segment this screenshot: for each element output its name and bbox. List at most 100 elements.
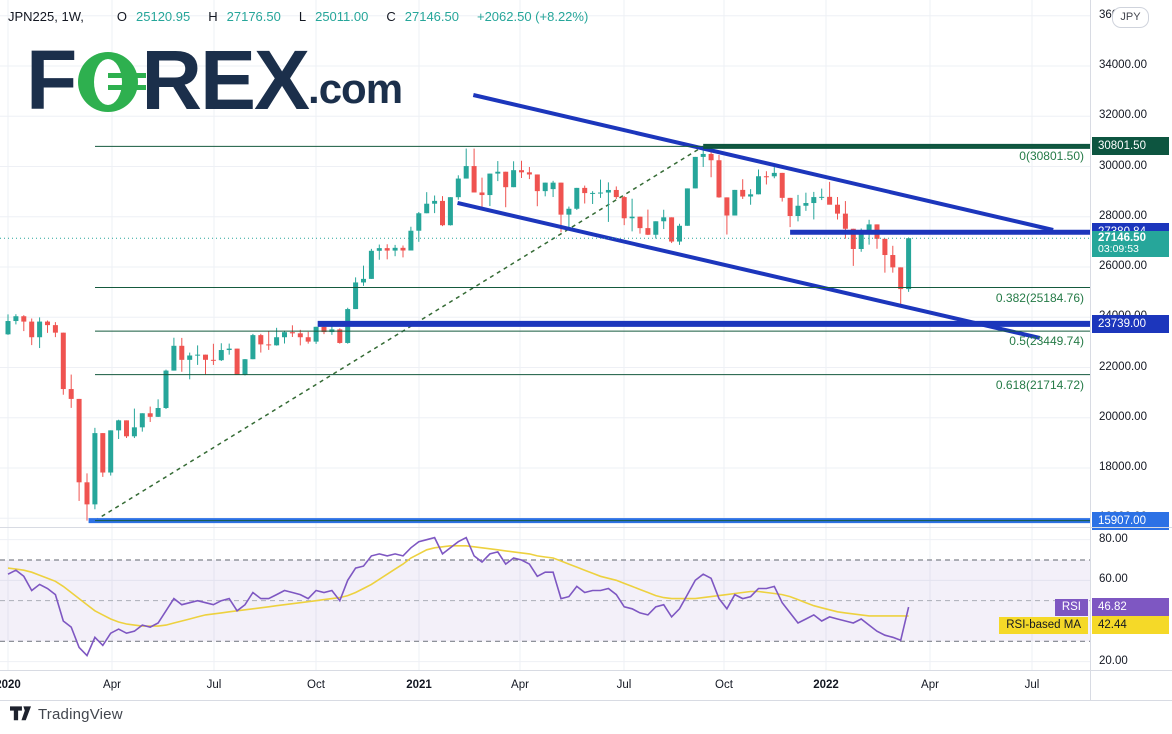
- candle: [534, 174, 540, 207]
- price-axis[interactable]: 36000.0034000.0032000.0030000.0028000.00…: [1090, 0, 1172, 700]
- tradingview-attribution[interactable]: TradingView: [10, 706, 123, 723]
- candle: [305, 331, 311, 344]
- channel-trendline-lower[interactable]: [457, 201, 1041, 340]
- candle: [495, 161, 501, 182]
- candle: [819, 188, 825, 201]
- candle: [463, 148, 469, 179]
- candle: [432, 195, 438, 214]
- candle: [882, 238, 888, 273]
- legend: JPN225, 1W, O 25120.95 H 27176.50 L 25011.00 C 2…: [8, 9, 597, 24]
- candle: [519, 160, 524, 179]
- symbol-title: JPN225, 1W,: [8, 9, 84, 24]
- candle: [542, 182, 548, 197]
- candle: [890, 245, 896, 273]
- price-tick-label: 30000.00: [1099, 159, 1147, 172]
- candle: [218, 343, 224, 362]
- price-tick-label: 26000.00: [1099, 260, 1147, 272]
- currency-badge[interactable]: JPY: [1112, 7, 1149, 28]
- candle: [147, 406, 153, 422]
- fib-label-0: 0(30801.50): [1019, 149, 1084, 163]
- candle: [906, 237, 912, 292]
- candle: [511, 161, 517, 188]
- dashed-uptrend-line[interactable]: [94, 145, 704, 522]
- rsi-pane[interactable]: [0, 527, 1090, 670]
- candle: [234, 348, 240, 375]
- candle: [447, 197, 453, 226]
- last-price-label: 27146.50 03:09:53: [1092, 231, 1169, 257]
- candle: [179, 337, 185, 372]
- candle: [716, 155, 722, 198]
- candle: [139, 413, 145, 432]
- candle: [487, 173, 493, 207]
- candle: [353, 277, 359, 310]
- candle: [566, 206, 572, 230]
- candle: [621, 196, 627, 226]
- candle: [408, 226, 414, 251]
- candle: [748, 189, 754, 205]
- price-tick-label: 34000.00: [1099, 59, 1147, 71]
- candle: [242, 358, 248, 376]
- candle: [424, 192, 430, 214]
- candle: [5, 314, 11, 335]
- time-tick-label: 2022: [813, 679, 839, 691]
- logo-o-plug-icon: [78, 52, 147, 112]
- candle: [787, 197, 793, 228]
- legend-ohlc: O 25120.95 H 27176.50 L 25011.00 C 27146.50 +206…: [117, 9, 597, 24]
- time-axis[interactable]: 2020 Apr Jul Oct 2021 Apr Jul Oct 2022 Apr Jul: [0, 671, 1090, 699]
- candle: [574, 187, 580, 210]
- last-price-value: 27146.50: [1098, 232, 1146, 244]
- candle: [653, 221, 659, 239]
- bar-countdown: 03:09:53: [1098, 243, 1139, 255]
- candle: [155, 399, 161, 418]
- candle: [763, 171, 769, 185]
- candle: [37, 317, 43, 349]
- candle: [471, 148, 477, 193]
- logo-f: F: [26, 33, 77, 127]
- candle: [250, 333, 256, 360]
- time-axis-separator: [0, 670, 1172, 671]
- time-tick-label: Oct: [307, 679, 325, 691]
- rsi-ma-value-badge: 42.44: [1092, 616, 1169, 634]
- candle: [84, 473, 90, 521]
- time-tick-label: Apr: [511, 679, 529, 691]
- logo-com: .com: [308, 65, 403, 112]
- candle: [76, 398, 82, 501]
- price-label-low: 15907.00: [1092, 512, 1169, 530]
- price-pane[interactable]: [0, 0, 1090, 527]
- legend-change: +2062.50 (+8.22%): [476, 9, 589, 24]
- candle: [313, 326, 319, 344]
- candle: [282, 330, 287, 344]
- candle: [850, 228, 856, 266]
- candle: [779, 172, 785, 202]
- candle: [605, 182, 611, 222]
- candle: [45, 320, 50, 333]
- candle: [629, 198, 635, 232]
- channel-trendline-upper[interactable]: [472, 93, 1054, 232]
- rsi-line: [7, 536, 910, 658]
- price-tick-label: 20000.00: [1099, 410, 1147, 423]
- candle: [661, 209, 667, 230]
- rsi-tick-label: 60.00: [1099, 573, 1128, 586]
- time-tick-label: 2020: [0, 679, 21, 691]
- time-tick-label: Oct: [715, 679, 733, 691]
- candle: [392, 244, 398, 257]
- candle: [613, 186, 619, 199]
- candle: [416, 211, 422, 242]
- candle: [376, 244, 382, 260]
- rsi-ma-line: [7, 544, 909, 627]
- candle: [684, 188, 690, 226]
- candle: [384, 244, 390, 260]
- candle: [740, 179, 746, 199]
- candle: [558, 182, 564, 233]
- candle: [52, 322, 58, 338]
- price-label-high: 30801.50: [1092, 137, 1169, 155]
- candle: [21, 315, 27, 332]
- candle: [811, 191, 817, 220]
- candle: [266, 331, 272, 350]
- candle: [68, 374, 74, 408]
- pane-separator[interactable]: [0, 527, 1172, 528]
- candle: [60, 332, 66, 395]
- tradingview-icon: [10, 706, 31, 721]
- legend-l-value: L 25011.00: [298, 9, 369, 24]
